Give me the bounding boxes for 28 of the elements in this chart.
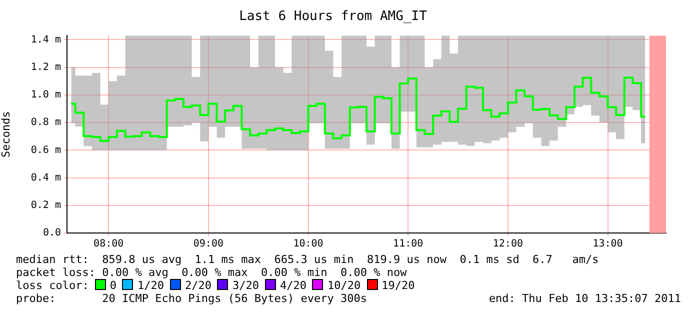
legend-label: 1/20 [137,279,164,292]
legend-title: loss color: [16,279,89,292]
y-tick-label: 0.0 [42,228,61,239]
x-tick-label: 12:00 [492,238,523,250]
legend-label: 0 [110,279,116,292]
text: end: Thu Feb 10 13:35:07 2011 [488,292,681,305]
x-tick-label: 08:00 [94,238,124,250]
legend-label: 4/20 [280,279,306,292]
text: median rtt: 859.8 us avg 1.1 ms max 665.3 us min 819.9 us now 0.1 ms sd 6.7 am/s [16,253,600,266]
legend-label: 2/20 [184,279,212,292]
x-tick-label: 09:00 [193,238,224,250]
legend-label: 10/20 [327,279,361,292]
chart-title: Last 6 Hours from AMG_IT [239,9,428,24]
y-tick-label: 1.4 m [30,34,61,46]
legend-label: 3/20 [232,279,259,292]
y-tick-label: 0.4 m [30,172,61,184]
text: packet loss: 0.00 % avg 0.00 % max 0.00 % min 0.00 % now [16,266,408,279]
legend-label: 19/20 [382,279,415,292]
y-tick-label: 0.8 m [30,117,61,128]
y-tick-label: 0.6 m [30,144,61,156]
y-axis-title: Seconds [0,111,12,158]
y-tick-label: 1.0 m [30,90,61,101]
x-tick-label: 13:00 [592,238,623,250]
y-tick-label: 1.2 m [30,62,61,73]
y-tick-label: 0.2 m [30,200,61,211]
x-tick-label: 11:00 [393,238,424,250]
x-tick-label: 10:00 [293,238,324,250]
text: probe: 20 ICMP Echo Pings (56 Bytes) every 300s [16,292,367,305]
